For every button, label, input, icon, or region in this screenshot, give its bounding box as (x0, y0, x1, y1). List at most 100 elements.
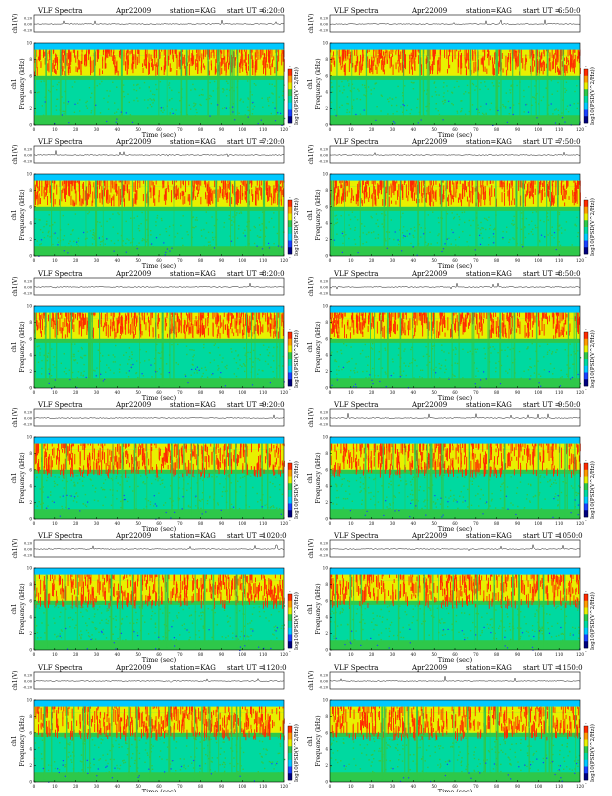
spectral-peak (74, 184, 75, 189)
spectral-peak (39, 181, 40, 191)
spectral-peak (90, 182, 91, 186)
spectral-peak (373, 317, 374, 323)
spectral-peak (489, 187, 490, 201)
spectral-peak (268, 317, 269, 321)
spectral-peak (482, 324, 483, 336)
spectral-speckle (558, 114, 559, 115)
spectral-dropout (191, 369, 192, 370)
spectral-peak (408, 181, 409, 191)
spectral-peak (177, 55, 178, 69)
spectral-peak (114, 313, 115, 318)
spectral-speckle (57, 99, 58, 100)
spectral-speckle (552, 373, 553, 374)
spectral-peak (153, 328, 154, 338)
spectral-speckle (416, 365, 417, 366)
spectral-peak (75, 314, 76, 319)
spectral-peak (271, 64, 272, 68)
panel-date: Apr22009 (115, 270, 151, 278)
spectral-speckle (201, 383, 202, 384)
spectrogram-ytick-label: 8 (325, 188, 328, 193)
spectral-speckle (494, 349, 495, 350)
sferic-stripe (95, 181, 96, 254)
spectral-peak (563, 327, 564, 337)
spectral-peak (98, 50, 99, 60)
spectral-speckle (67, 103, 68, 104)
spectral-speckle (544, 249, 545, 250)
spectral-peak (367, 50, 368, 54)
spectral-speckle (528, 369, 529, 370)
spectral-speckle (205, 367, 206, 368)
spectral-speckle (93, 370, 94, 371)
spectral-peak (85, 54, 86, 66)
spectral-peak (576, 185, 577, 193)
spectral-speckle (453, 218, 454, 219)
spectral-speckle (379, 351, 380, 352)
spectral-speckle (556, 247, 557, 248)
spectral-speckle (366, 371, 367, 372)
spectral-peak (500, 181, 501, 188)
spectral-peak (111, 50, 112, 53)
spectral-speckle (510, 86, 511, 87)
spectral-peak (518, 53, 519, 66)
spectral-speckle (559, 212, 560, 213)
spectral-speckle (447, 213, 448, 214)
spectral-peak (363, 181, 364, 186)
spectral-peak (405, 181, 406, 183)
spectral-peak (567, 314, 568, 318)
spectral-dropout (57, 244, 58, 245)
spectrogram-xtick-label: 50 (431, 390, 437, 395)
spectral-speckle (53, 233, 54, 234)
spectral-peak (135, 326, 136, 335)
waveform-ytick-label: 0.00 (24, 154, 33, 158)
spectral-peak (49, 52, 50, 58)
spectral-peak (113, 52, 114, 65)
spectral-speckle (77, 377, 78, 378)
spectral-speckle (334, 109, 335, 110)
spectral-dropout (475, 383, 476, 384)
spectral-speckle (159, 368, 160, 369)
spectral-speckle (350, 90, 351, 91)
spectral-speckle (207, 377, 208, 378)
colorbar-segment (584, 366, 588, 373)
spectral-peak (159, 318, 160, 322)
spectral-speckle (175, 109, 176, 110)
spectral-speckle (373, 118, 374, 119)
spectral-speckle (223, 119, 224, 120)
spectral-peak (392, 50, 393, 53)
spectral-speckle (186, 231, 187, 232)
spectral-peak (236, 319, 237, 326)
spectral-speckle (271, 113, 272, 114)
spectral-peak (98, 181, 99, 185)
spectral-speckle (192, 359, 193, 360)
spectral-speckle (338, 366, 339, 367)
spectral-speckle (123, 91, 124, 92)
spectral-speckle (420, 236, 421, 237)
spectral-speckle (123, 84, 124, 85)
spectral-speckle (368, 356, 369, 357)
spectral-speckle (273, 243, 274, 244)
spectral-speckle (244, 249, 245, 250)
colorbar-segment (288, 200, 292, 207)
sferic-stripe (132, 181, 133, 254)
spectral-speckle (49, 225, 50, 226)
spectral-speckle (222, 91, 223, 92)
spectrogram-ytick-label: 8 (29, 320, 32, 325)
spectral-speckle (107, 101, 108, 102)
spectral-speckle (252, 109, 253, 110)
spectral-speckle (260, 237, 261, 238)
spectral-speckle (239, 100, 240, 101)
spectral-peak (134, 316, 135, 331)
spectral-speckle (532, 212, 533, 213)
spectral-speckle (268, 347, 269, 348)
spectrogram-xtick-label: 10 (52, 258, 58, 263)
spectral-speckle (529, 366, 530, 367)
spectral-speckle (403, 350, 404, 351)
waveform-ylabel: ch1(V) (308, 13, 315, 33)
spectral-peak (454, 313, 455, 316)
spectral-peak (100, 193, 101, 203)
spectral-peak (519, 313, 520, 318)
spectral-peak (175, 313, 176, 316)
spectral-peak (107, 190, 108, 200)
spectral-peak (517, 313, 518, 317)
spectral-peak (215, 66, 216, 74)
